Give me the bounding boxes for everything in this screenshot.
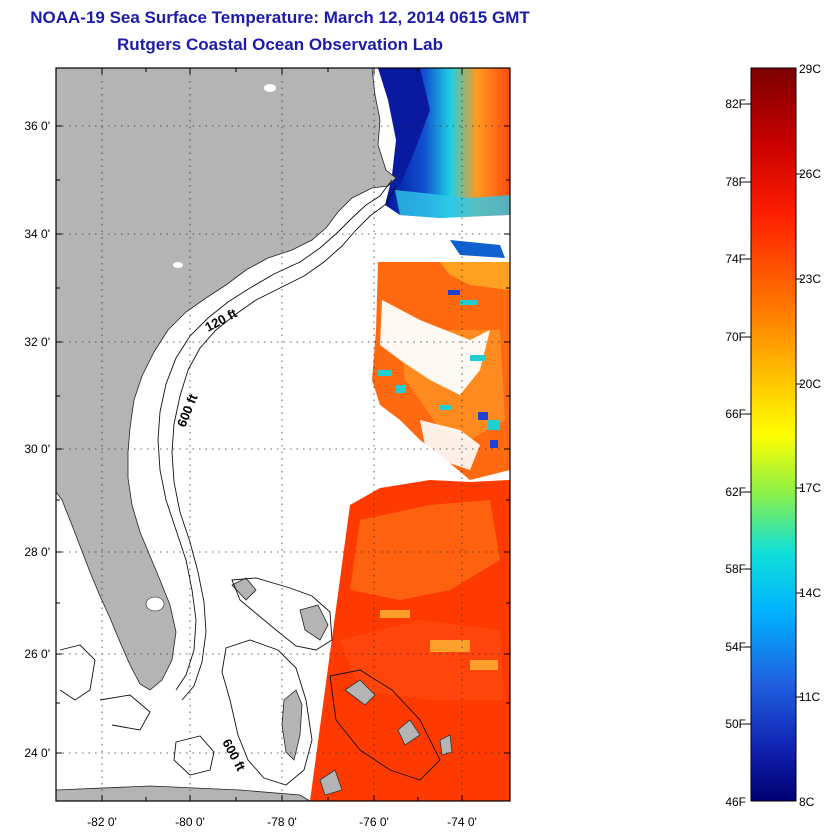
colorbar-c-26: 26C <box>799 167 821 181</box>
colorbar-f-78: 78F <box>725 175 746 189</box>
lon-label-82: -82 0' <box>87 815 117 829</box>
map-title: NOAA-19 Sea Surface Temperature: March 1… <box>30 8 530 27</box>
lon-label-78: -78 0' <box>267 815 297 829</box>
lon-label-76: -76 0' <box>359 815 389 829</box>
colorbar-f-54: 54F <box>725 640 746 654</box>
colorbar-c-8: 8C <box>799 795 815 809</box>
colorbar-c-14: 14C <box>799 586 821 600</box>
colorbar-c-11: 11C <box>799 690 820 704</box>
colorbar-f-70: 70F <box>725 330 746 344</box>
colorbar-f-82: 82F <box>725 97 746 111</box>
lat-label-32: 32 0' <box>24 335 50 349</box>
lon-label-74: -74 0' <box>447 815 477 829</box>
latitude-labels: 36 0' 34 0' 32 0' 30 0' 28 0' 26 0' 24 0… <box>24 119 50 760</box>
colorbar-f-58: 58F <box>725 562 746 576</box>
colorbar-f-46: 46F <box>725 795 746 809</box>
colorbar-c-29: 29C <box>799 62 821 76</box>
colorbar-f-74: 74F <box>725 252 746 266</box>
map-subtitle: Rutgers Coastal Ocean Observation Lab <box>117 35 443 54</box>
lat-label-34: 34 0' <box>24 227 50 241</box>
lon-label-80: -80 0' <box>175 815 205 829</box>
temperature-colorbar: 82F 78F 74F 70F 66F 62F 58F 54F 50F 46F … <box>725 62 821 809</box>
land-layer <box>56 68 397 801</box>
depth-contours <box>59 179 441 786</box>
colorbar-c-23: 23C <box>799 272 821 286</box>
longitude-labels: -82 0' -80 0' -78 0' -76 0' -74 0' <box>87 815 477 829</box>
axis-ticks <box>56 68 510 801</box>
colorbar-c-17: 17C <box>799 481 821 495</box>
colorbar-c-20: 20C <box>799 377 821 391</box>
lat-label-26: 26 0' <box>24 647 50 661</box>
lat-label-24: 24 0' <box>24 746 50 760</box>
graticule <box>56 68 510 801</box>
lat-label-28: 28 0' <box>24 545 50 559</box>
colorbar-f-50: 50F <box>725 717 746 731</box>
lat-label-30: 30 0' <box>24 442 50 456</box>
sst-data-layer <box>310 68 510 801</box>
lat-label-36: 36 0' <box>24 119 50 133</box>
colorbar-f-62: 62F <box>725 485 746 499</box>
colorbar-f-66: 66F <box>725 407 746 421</box>
colorbar-gradient <box>750 67 797 802</box>
